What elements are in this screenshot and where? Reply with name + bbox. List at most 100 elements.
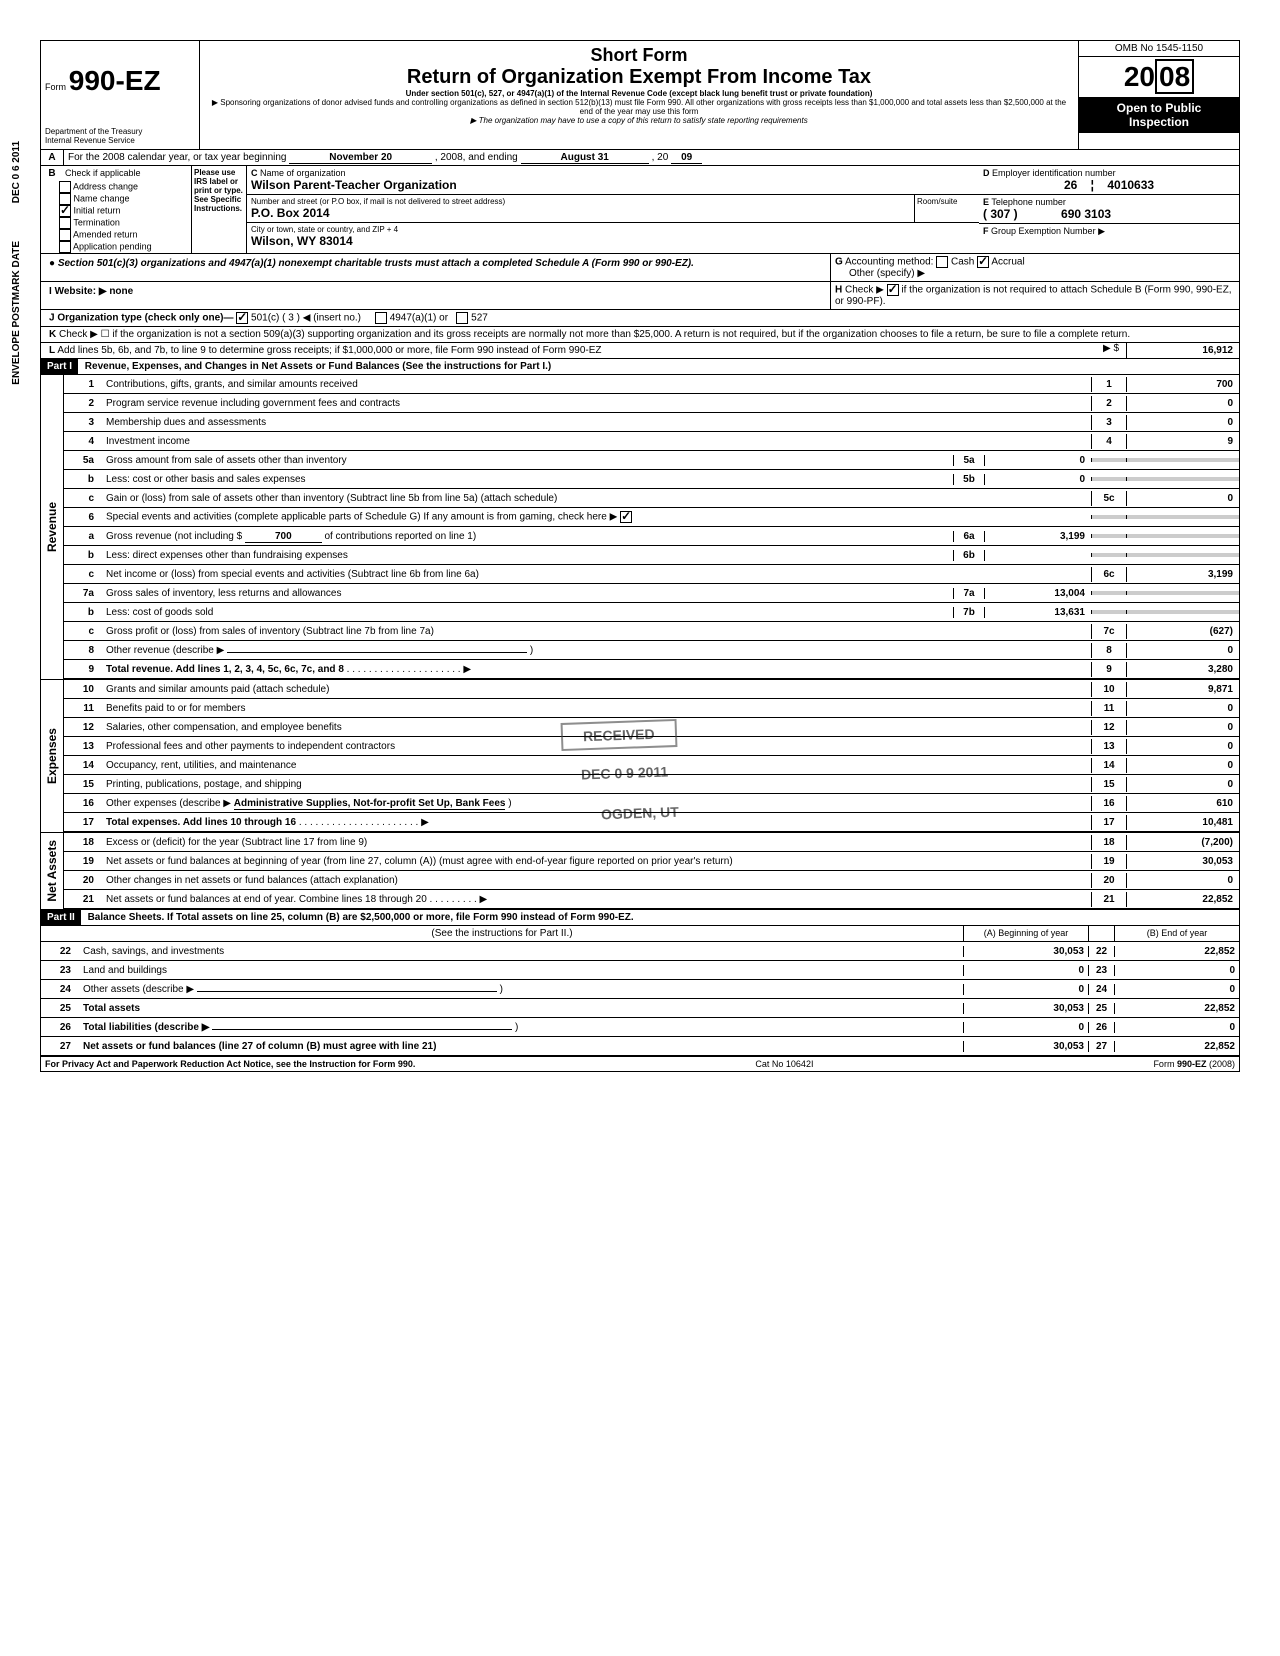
line-13-amt: 0 [1126, 739, 1239, 754]
netassets-section: Net Assets 18Excess or (deficit) for the… [41, 832, 1239, 909]
line-12-amt: 0 [1126, 720, 1239, 735]
line-19-desc: Net assets or fund balances at beginning… [102, 854, 1091, 869]
line-22-desc: Cash, savings, and investments [79, 944, 963, 959]
bullet: ● [49, 258, 55, 269]
line-3-amt: 0 [1126, 415, 1239, 430]
line-8-desc: Other revenue (describe ▶ ) [102, 643, 1091, 658]
j-text: Organization type (check only one)— [57, 313, 233, 324]
line-6b-desc: Less: direct expenses other than fundrai… [102, 548, 953, 563]
please-box: Please use IRS label or print or type. S… [192, 166, 247, 253]
revenue-section: Revenue 1Contributions, gifts, grants, a… [41, 375, 1239, 679]
line-2-desc: Program service revenue including govern… [102, 396, 1091, 411]
org-name[interactable]: Wilson Parent-Teacher Organization [251, 178, 975, 192]
line-1-desc: Contributions, gifts, grants, and simila… [102, 377, 1091, 392]
line-5b-desc: Less: cost or other basis and sales expe… [102, 472, 953, 487]
line-25-a: 30,053 [963, 1003, 1088, 1014]
f-label: Group Exemption Number [991, 226, 1096, 236]
line-24-desc: Other assets (describe ▶ ) [79, 982, 963, 997]
line-4-amt: 9 [1126, 434, 1239, 449]
end-month[interactable]: August 31 [521, 152, 649, 164]
check-pending[interactable]: Application pending [59, 241, 191, 253]
label-b: B [41, 166, 63, 181]
title-short: Short Form [208, 45, 1070, 66]
org-city[interactable]: Wilson, WY 83014 [251, 234, 975, 248]
netassets-vert-label: Net Assets [41, 833, 64, 909]
check-accrual[interactable] [977, 256, 989, 268]
line-8-amt: 0 [1126, 643, 1239, 658]
line-22-b: 22,852 [1114, 946, 1239, 957]
website-value[interactable]: none [109, 286, 133, 297]
a-text: For the 2008 calendar year, or tax year … [68, 152, 286, 163]
line-11-desc: Benefits paid to or for members [102, 701, 1091, 716]
header-row: Form 990-EZ Department of the Treasury I… [41, 41, 1239, 150]
line-24-b: 0 [1114, 984, 1239, 995]
check-amended[interactable]: Amended return [59, 229, 191, 241]
check-gaming[interactable] [620, 511, 632, 523]
check-address[interactable]: Address change [59, 181, 191, 193]
check-name[interactable]: Name change [59, 193, 191, 205]
check-527[interactable] [456, 312, 468, 324]
line-27-b: 22,852 [1114, 1041, 1239, 1052]
part-2-title: Balance Sheets. If Total assets on line … [84, 910, 638, 925]
title-sponsor: ▶ Sponsoring organizations of donor advi… [208, 98, 1070, 116]
section-g: G Accounting method: Cash Accrual Other … [835, 256, 1235, 279]
section-k: K Check ▶ ☐ if the organization is not a… [41, 327, 1239, 343]
open-public: Open to Public Inspection [1079, 97, 1239, 133]
room-label: Room/suite [915, 195, 979, 222]
check-h[interactable] [887, 284, 899, 296]
a-year-prefix: , 20 [652, 152, 669, 163]
line-22-a: 30,053 [963, 946, 1088, 957]
l-text: Add lines 5b, 6b, and 7b, to line 9 to d… [57, 345, 601, 356]
title-copies: ▶ The organization may have to use a cop… [208, 116, 1070, 125]
line-7a-amt: 13,004 [985, 588, 1091, 599]
line-19-amt: 30,053 [1126, 854, 1239, 869]
section-h: H Check ▶ if the organization is not req… [831, 282, 1239, 309]
line-7b-desc: Less: cost of goods sold [102, 605, 953, 620]
line-23-desc: Land and buildings [79, 963, 963, 978]
def-column: D Employer identification number 26 ¦ 40… [979, 166, 1239, 253]
bcdef-block: B Check if applicable Address change Nam… [41, 166, 1239, 254]
org-address[interactable]: P.O. Box 2014 [251, 206, 910, 220]
title-box: Short Form Return of Organization Exempt… [200, 41, 1079, 149]
line-25-b: 22,852 [1114, 1003, 1239, 1014]
line-27-desc: Net assets or fund balances (line 27 of … [79, 1039, 963, 1054]
line-5a-desc: Gross amount from sale of assets other t… [102, 453, 953, 468]
line-10-amt: 9,871 [1126, 682, 1239, 697]
omb-box: OMB No 1545-1150 2008 Open to Public Ins… [1079, 41, 1239, 149]
end-year[interactable]: 09 [671, 152, 702, 164]
e-label: Telephone number [991, 197, 1066, 207]
phone-num[interactable]: 690 3103 [1021, 207, 1111, 221]
line-6a-amt: 3,199 [985, 531, 1091, 542]
phone-area[interactable]: ( 307 ) [983, 207, 1018, 221]
line-11-amt: 0 [1126, 701, 1239, 716]
ein-2[interactable]: 4010633 [1107, 178, 1154, 192]
c-name-label: Name of organization [260, 168, 346, 178]
check-initial[interactable]: Initial return [59, 205, 191, 217]
dept-treasury: Department of the Treasury [45, 127, 195, 136]
begin-date[interactable]: November 20 [289, 152, 432, 164]
footer: For Privacy Act and Paperwork Reduction … [41, 1057, 1239, 1071]
k-text: Check ▶ ☐ if the organization is not a s… [59, 329, 1130, 340]
part-2-header: Part II Balance Sheets. If Total assets … [41, 909, 1239, 926]
ein-1[interactable]: 26 [1064, 178, 1077, 192]
title-under: Under section 501(c), 527, or 4947(a)(1)… [208, 89, 1070, 98]
line-20-amt: 0 [1126, 873, 1239, 888]
line-17-amt: 10,481 [1126, 815, 1239, 830]
line-6-desc: Special events and activities (complete … [102, 509, 1091, 525]
privacy-notice: For Privacy Act and Paperwork Reduction … [45, 1059, 415, 1069]
501-text: Section 501(c)(3) organizations and 4947… [58, 258, 694, 269]
check-termination[interactable]: Termination [59, 217, 191, 229]
line-7a-desc: Gross sales of inventory, less returns a… [102, 586, 953, 601]
check-501c[interactable] [236, 312, 248, 324]
addr-label: Number and street (or P.O box, if mail i… [251, 197, 910, 206]
line-6c-desc: Net income or (loss) from special events… [102, 567, 1091, 582]
check-4947[interactable] [375, 312, 387, 324]
tax-year: 2008 [1079, 57, 1239, 97]
line-23-a: 0 [963, 965, 1088, 976]
ogden-stamp: OGDEN, UT [581, 799, 700, 827]
line-15-amt: 0 [1126, 777, 1239, 792]
check-cash[interactable] [936, 256, 948, 268]
l-amount: 16,912 [1126, 343, 1239, 358]
b-header: Check if applicable [63, 166, 143, 181]
expenses-vert-label: Expenses [41, 680, 64, 832]
